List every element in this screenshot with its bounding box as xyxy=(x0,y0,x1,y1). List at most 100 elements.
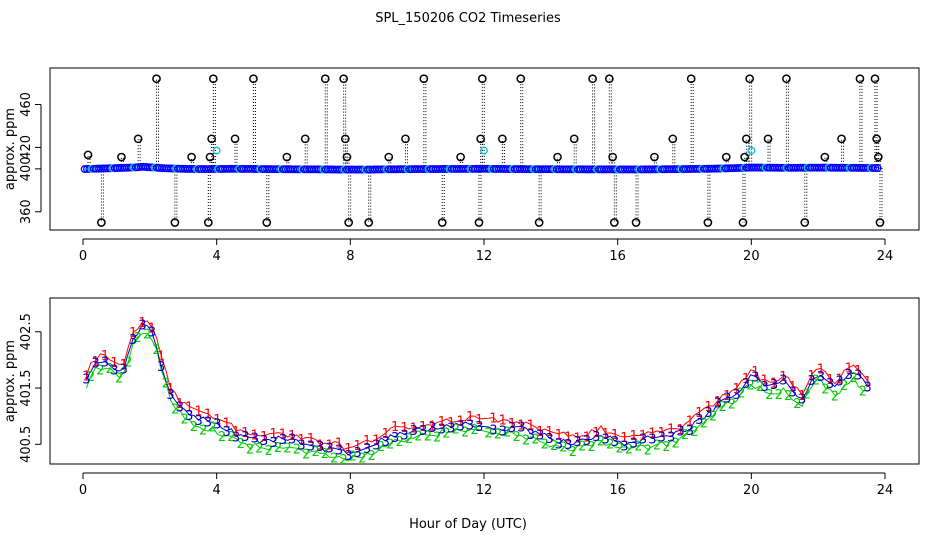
series-3-marker: 3 xyxy=(204,415,212,430)
series-2-marker: 2 xyxy=(709,410,717,425)
series-2-marker: 2 xyxy=(578,440,586,455)
series-1-marker: 1 xyxy=(419,420,427,435)
upper-x-tick-label: 12 xyxy=(476,249,493,264)
series-2-marker: 2 xyxy=(690,425,698,440)
lower-x-tick-label: 12 xyxy=(476,483,493,498)
series-1-marker: 1 xyxy=(648,427,656,442)
lower-x-tick-label: 4 xyxy=(213,483,221,498)
series-1-marker: 1 xyxy=(489,411,497,426)
series-2-marker: 2 xyxy=(803,388,811,403)
series-3-marker: 3 xyxy=(630,436,638,451)
upper-y-tick-label: 420 xyxy=(19,135,34,160)
series-1-marker: 1 xyxy=(714,395,722,410)
spike-point xyxy=(474,218,484,227)
series-2-marker: 2 xyxy=(452,422,460,437)
series-3-marker: 3 xyxy=(489,423,497,438)
series-3-marker: 3 xyxy=(129,333,137,348)
series-3-marker: 3 xyxy=(213,417,221,432)
series-2-marker: 2 xyxy=(405,432,413,447)
series-2-marker: 2 xyxy=(424,429,432,444)
series-1-marker: 1 xyxy=(344,442,352,457)
series-2-marker: 2 xyxy=(255,441,263,456)
spike-point xyxy=(650,152,659,162)
series-1-marker: 1 xyxy=(826,373,834,388)
series-2-marker: 2 xyxy=(433,430,441,445)
upper-y-tick-label: 400 xyxy=(19,156,34,181)
series-3-marker: 3 xyxy=(723,392,731,407)
series-2-marker: 2 xyxy=(340,453,348,468)
series-3-marker: 3 xyxy=(611,435,619,450)
series-2-marker: 2 xyxy=(349,449,357,464)
series-3-marker: 3 xyxy=(185,409,193,424)
series-1-marker: 1 xyxy=(176,397,184,412)
lower-y-axis-label: approx. ppm xyxy=(3,340,18,422)
series-1-marker: 1 xyxy=(213,413,221,428)
series-3-marker: 3 xyxy=(545,432,553,447)
series-3-marker: 3 xyxy=(307,440,315,455)
series-2-marker: 2 xyxy=(831,389,839,404)
series-3-marker: 3 xyxy=(92,357,100,372)
series-2-marker: 2 xyxy=(237,437,245,452)
spike-point xyxy=(320,74,330,84)
series-2-marker: 2 xyxy=(485,426,493,441)
series-3-marker: 3 xyxy=(667,431,675,446)
series-1-marker: 1 xyxy=(166,382,174,397)
series-3-marker: 3 xyxy=(508,421,516,436)
spike-point xyxy=(384,152,394,162)
series-2-marker: 2 xyxy=(634,439,642,454)
spike-point xyxy=(631,218,641,227)
series-3-marker: 3 xyxy=(148,326,156,341)
spike-point xyxy=(873,152,883,162)
spike-point xyxy=(740,152,750,162)
series-1-marker: 1 xyxy=(232,425,240,440)
baseline-point xyxy=(871,164,880,172)
series-3-marker: 3 xyxy=(835,374,843,389)
series-1-marker: 1 xyxy=(307,432,315,447)
series-2-marker: 2 xyxy=(597,434,605,449)
series-3-marker: 3 xyxy=(742,377,750,392)
series-1-marker: 1 xyxy=(499,414,507,429)
lower-series-lines xyxy=(85,320,869,462)
spike-point xyxy=(855,74,865,84)
spike-point xyxy=(419,74,429,84)
series-2-marker: 2 xyxy=(283,442,291,457)
series-3-marker: 3 xyxy=(854,369,862,384)
series-1-marker: 1 xyxy=(807,369,815,384)
series-1-marker: 1 xyxy=(260,430,268,445)
series-1-marker: 1 xyxy=(630,429,638,444)
spike-point xyxy=(745,74,755,84)
spike-point xyxy=(516,74,526,84)
series-1-marker: 1 xyxy=(372,433,380,448)
series-3-marker: 3 xyxy=(251,432,259,447)
series-1-marker: 1 xyxy=(845,362,853,377)
series-1-marker: 1 xyxy=(854,364,862,379)
series-3-marker: 3 xyxy=(704,406,712,421)
series-2-marker: 2 xyxy=(368,449,376,464)
series-2-marker: 2 xyxy=(386,437,394,452)
series-1-marker: 1 xyxy=(723,389,731,404)
spike-point xyxy=(721,152,731,162)
series-2-marker: 2 xyxy=(246,443,254,458)
series-1-marker: 1 xyxy=(620,431,628,446)
series-2-marker: 2 xyxy=(653,438,661,453)
spike-point xyxy=(83,150,93,160)
spike-point xyxy=(820,152,830,162)
series-2-marker: 2 xyxy=(171,402,179,417)
series-2-marker: 2 xyxy=(442,426,450,441)
series-3-marker: 3 xyxy=(527,428,535,443)
lower-y-tick-label: 401.5 xyxy=(19,369,34,406)
series-2-marker: 2 xyxy=(522,433,530,448)
series-3-marker: 3 xyxy=(166,388,174,403)
series-1-marker: 1 xyxy=(564,430,572,445)
series-2-marker: 2 xyxy=(756,380,764,395)
series-3-line xyxy=(85,323,869,456)
series-1-marker: 1 xyxy=(316,439,324,454)
series-2-marker: 2 xyxy=(718,400,726,415)
series-3-marker: 3 xyxy=(410,424,418,439)
series-2-marker: 2 xyxy=(227,430,235,445)
series-3-marker: 3 xyxy=(157,360,165,375)
upper-x-tick-label: 24 xyxy=(877,249,894,264)
